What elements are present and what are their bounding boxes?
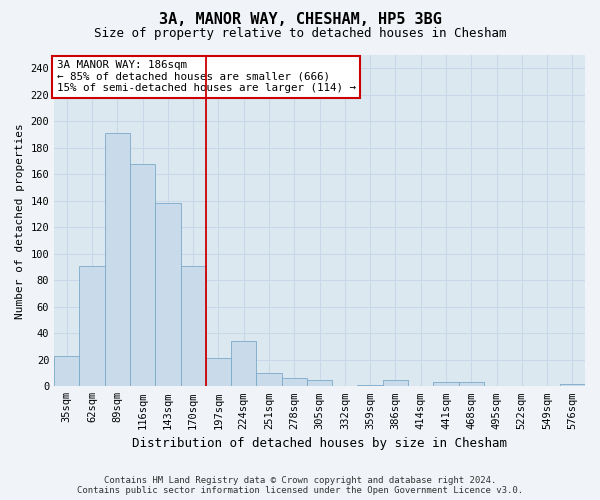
- Bar: [383, 380, 408, 386]
- X-axis label: Distribution of detached houses by size in Chesham: Distribution of detached houses by size …: [132, 437, 507, 450]
- Bar: [433, 382, 458, 386]
- Bar: [206, 358, 231, 386]
- Text: Contains HM Land Registry data © Crown copyright and database right 2024.
Contai: Contains HM Land Registry data © Crown c…: [77, 476, 523, 495]
- Bar: [560, 384, 585, 386]
- Y-axis label: Number of detached properties: Number of detached properties: [15, 123, 25, 318]
- Text: Size of property relative to detached houses in Chesham: Size of property relative to detached ho…: [94, 28, 506, 40]
- Bar: [79, 266, 105, 386]
- Bar: [181, 266, 206, 386]
- Bar: [231, 341, 256, 386]
- Bar: [155, 204, 181, 386]
- Bar: [458, 382, 484, 386]
- Text: 3A MANOR WAY: 186sqm
← 85% of detached houses are smaller (666)
15% of semi-deta: 3A MANOR WAY: 186sqm ← 85% of detached h…: [57, 60, 356, 93]
- Bar: [307, 380, 332, 386]
- Bar: [105, 133, 130, 386]
- Bar: [358, 385, 383, 386]
- Bar: [281, 378, 307, 386]
- Bar: [256, 373, 281, 386]
- Bar: [130, 164, 155, 386]
- Bar: [54, 356, 79, 386]
- Text: 3A, MANOR WAY, CHESHAM, HP5 3BG: 3A, MANOR WAY, CHESHAM, HP5 3BG: [158, 12, 442, 28]
